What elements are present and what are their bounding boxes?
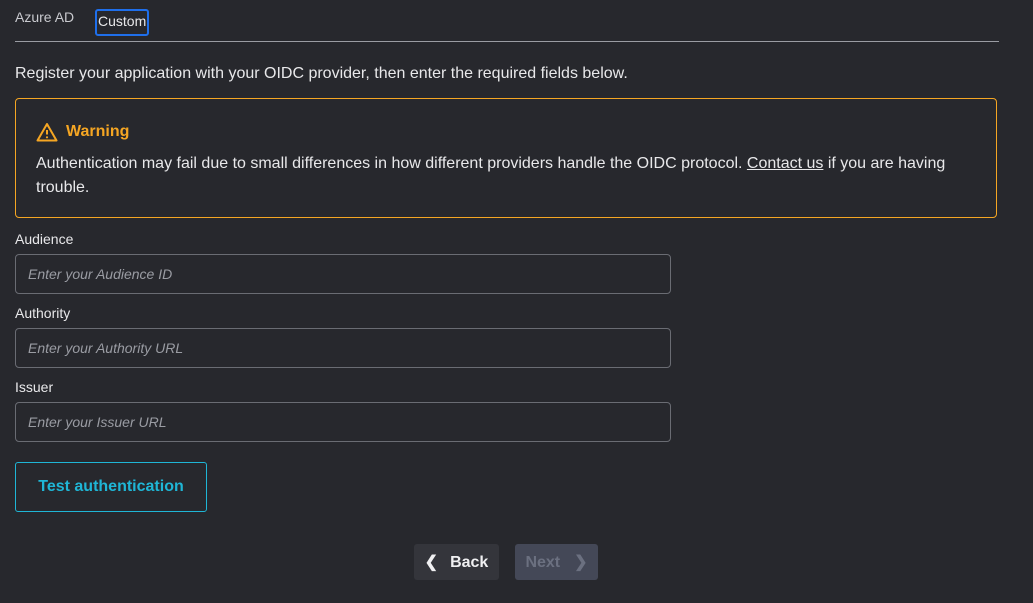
chevron-left-icon: ❮ <box>424 554 439 571</box>
next-button[interactable]: Next ❯ <box>515 544 598 580</box>
tab-bar: Azure AD Custom <box>15 0 999 42</box>
audience-label: Audience <box>15 231 74 247</box>
test-authentication-button[interactable]: Test authentication <box>15 462 207 512</box>
next-label: Next <box>525 554 561 571</box>
tab-custom[interactable]: Custom <box>95 9 150 36</box>
intro-text: Register your application with your OIDC… <box>15 65 628 82</box>
warning-header: Warning <box>36 122 129 142</box>
authority-input[interactable] <box>15 328 671 368</box>
issuer-input[interactable] <box>15 402 671 442</box>
warning-triangle-icon <box>36 123 58 142</box>
authority-label: Authority <box>15 305 71 321</box>
tab-azure-ad[interactable]: Azure AD <box>15 9 75 25</box>
back-label: Back <box>450 554 489 571</box>
chevron-right-icon: ❯ <box>574 554 588 571</box>
warning-box: Warning Authentication may fail due to s… <box>15 98 997 218</box>
warning-text-end: if you are having trouble. <box>36 155 946 196</box>
audience-input[interactable] <box>15 254 671 294</box>
warning-title: Warning <box>66 123 130 140</box>
contact-us-link[interactable]: Contact us <box>746 155 824 172</box>
warning-text: Authentication may fail due to small dif… <box>36 155 747 172</box>
issuer-label: Issuer <box>15 379 54 395</box>
warning-body: Authentication may fail due to small dif… <box>36 152 976 200</box>
back-button[interactable]: ❮ Back <box>414 544 499 580</box>
